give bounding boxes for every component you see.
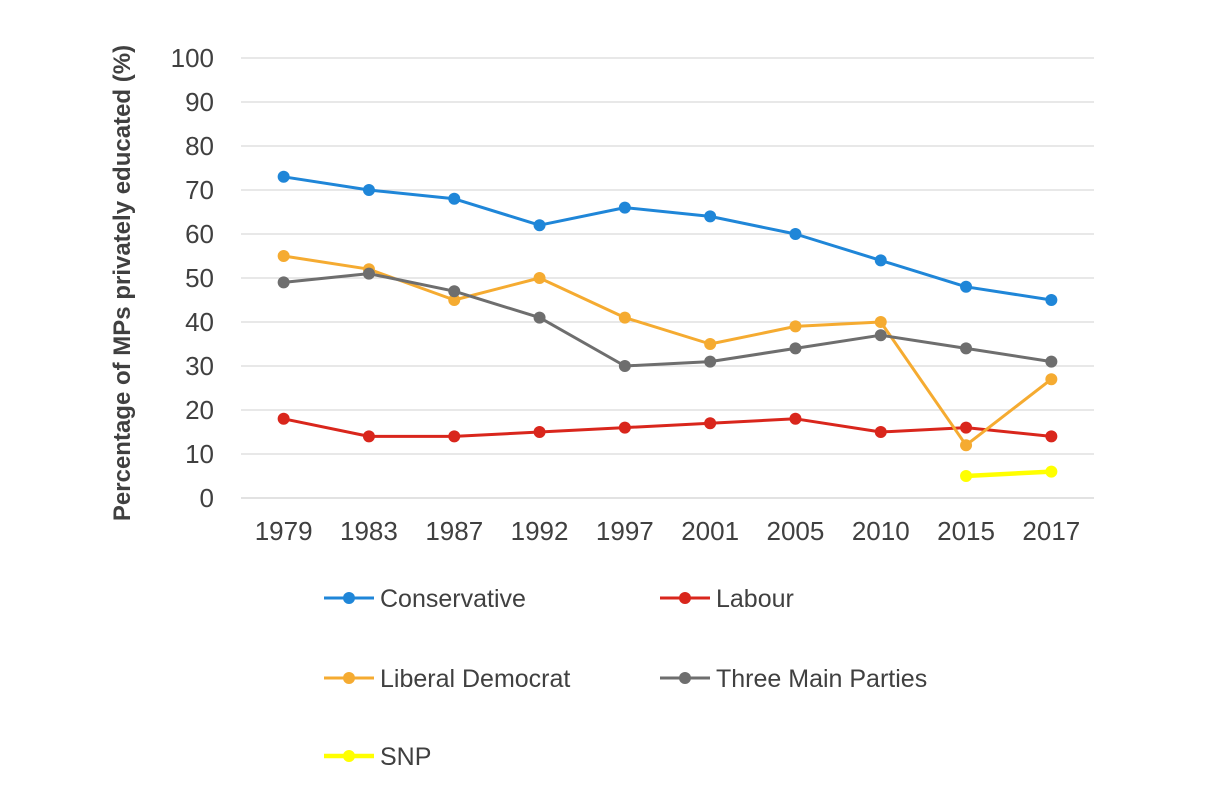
series-line-liberal-democrat — [283, 254, 1053, 447]
data-point-conservative — [362, 184, 375, 196]
y-tick-label: 70 — [185, 175, 214, 205]
legend-swatch-marker — [343, 672, 355, 684]
legend-label: Labour — [716, 585, 794, 613]
data-point-conservative — [618, 201, 631, 214]
series-snp — [960, 465, 1058, 482]
data-point-labour — [789, 412, 802, 425]
data-point-conservative — [277, 170, 290, 183]
data-point-conservative — [448, 192, 461, 205]
data-point-three-main-parties — [277, 276, 290, 289]
y-tick-label: 100 — [171, 43, 214, 73]
series-labour — [277, 412, 1058, 443]
data-point-labour — [448, 430, 461, 443]
data-point-conservative — [960, 280, 973, 293]
data-point-labour — [618, 421, 631, 434]
y-axis-title: Percentage of MPs privately educated (%) — [109, 45, 136, 521]
y-tick-label: 50 — [185, 263, 214, 293]
data-point-conservative — [533, 219, 546, 232]
data-point-liberal-democrat — [277, 250, 290, 262]
x-axis-ticks: 1979 1983 1987 1992 1997 2001 2005 2010 2015 2017 — [255, 516, 1081, 546]
data-point-three-main-parties — [874, 329, 887, 342]
data-point-liberal-democrat — [618, 311, 631, 324]
series-conservative — [277, 170, 1058, 306]
x-tick-label: 1997 — [596, 516, 654, 546]
series-line-conservative — [283, 175, 1052, 302]
data-point-three-main-parties — [618, 360, 631, 372]
x-tick-label: 1979 — [255, 516, 313, 546]
data-point-three-main-parties — [448, 285, 461, 298]
y-tick-label: 90 — [185, 87, 214, 117]
legend-swatch-marker — [679, 672, 691, 684]
legend-label: Conservative — [380, 585, 526, 613]
data-point-three-main-parties — [789, 342, 802, 355]
legend: Conservative Labour Liberal Democrat Three … — [324, 585, 927, 771]
data-point-snp — [1045, 465, 1058, 478]
data-point-conservative — [704, 210, 717, 223]
data-point-liberal-democrat — [789, 320, 802, 333]
data-point-liberal-democrat — [704, 338, 717, 350]
data-point-labour — [960, 421, 973, 434]
data-point-liberal-democrat — [960, 439, 973, 452]
data-point-three-main-parties — [533, 311, 546, 324]
legend-item-labour: Labour — [660, 585, 794, 613]
data-point-labour — [277, 412, 290, 425]
data-point-liberal-democrat — [448, 294, 461, 306]
data-point-conservative — [1045, 294, 1058, 306]
legend-item-conservative: Conservative — [324, 585, 526, 613]
y-tick-label: 80 — [185, 131, 214, 161]
y-tick-label: 0 — [200, 483, 214, 513]
series-layer — [277, 170, 1058, 482]
data-point-liberal-democrat — [1045, 373, 1058, 386]
data-point-three-main-parties — [960, 342, 973, 355]
legend-swatch-marker — [679, 592, 691, 604]
data-point-labour — [704, 417, 717, 430]
legend-swatch-marker — [343, 592, 355, 604]
legend-item-liberal-democrat: Liberal Democrat — [324, 665, 570, 693]
series-line-three-main-parties — [283, 272, 1052, 368]
x-tick-label: 1987 — [425, 516, 483, 546]
x-tick-label: 2015 — [937, 516, 995, 546]
data-point-labour — [533, 426, 546, 438]
y-tick-label: 60 — [185, 219, 214, 249]
series-liberal-democrat — [277, 250, 1058, 452]
data-point-liberal-democrat — [874, 316, 887, 328]
y-tick-label: 30 — [185, 351, 214, 381]
data-point-labour — [362, 430, 375, 443]
legend-item-three-main-parties: Three Main Parties — [660, 665, 927, 693]
data-point-three-main-parties — [362, 267, 375, 280]
data-point-snp — [960, 470, 973, 482]
y-tick-label: 40 — [185, 307, 214, 337]
series-line-snp — [965, 469, 1052, 479]
data-point-labour — [1045, 430, 1058, 443]
data-point-conservative — [874, 254, 887, 267]
data-point-three-main-parties — [704, 355, 717, 368]
series-three-main-parties — [277, 267, 1058, 372]
legend-label: Liberal Democrat — [380, 665, 570, 693]
data-point-three-main-parties — [1045, 355, 1058, 368]
x-tick-label: 2017 — [1022, 516, 1080, 546]
x-tick-label: 1983 — [340, 516, 398, 546]
legend-label: Three Main Parties — [716, 665, 927, 693]
x-tick-label: 1992 — [511, 516, 569, 546]
data-point-conservative — [789, 228, 802, 240]
x-tick-label: 2001 — [681, 516, 739, 546]
legend-label: SNP — [380, 743, 431, 771]
data-point-liberal-democrat — [533, 272, 546, 284]
x-tick-label: 2010 — [852, 516, 910, 546]
y-tick-label: 20 — [185, 395, 214, 425]
legend-item-snp: SNP — [324, 743, 431, 771]
data-point-labour — [874, 426, 887, 438]
series-line-labour — [283, 417, 1052, 438]
x-tick-label: 2005 — [767, 516, 825, 546]
y-axis-ticks: 0 10 20 30 40 50 60 70 80 90 100 — [171, 43, 214, 513]
legend-swatch-marker — [343, 750, 355, 762]
y-tick-label: 10 — [185, 439, 214, 469]
